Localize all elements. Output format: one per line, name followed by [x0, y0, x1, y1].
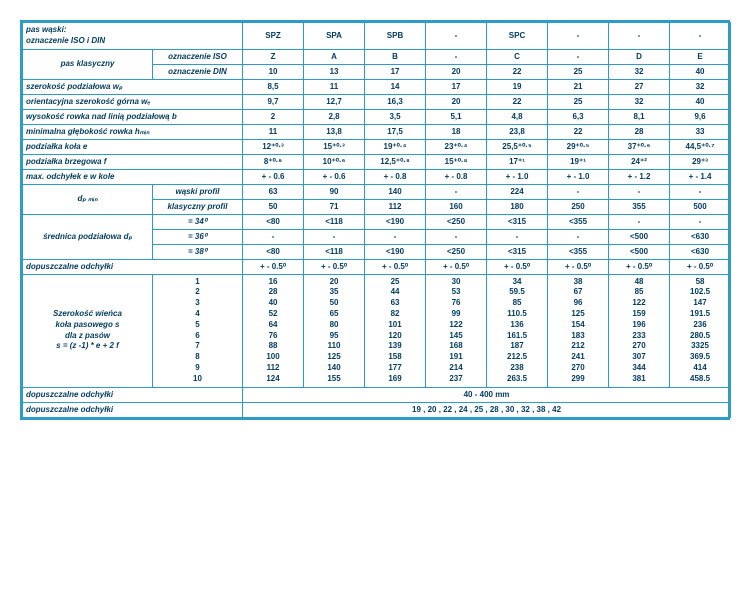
- row-tol2: dopuszczalne odchyłki 40 - 400 mm: [23, 387, 731, 402]
- row-e: podziałka koła e12⁺⁰·³15⁺⁰·³19⁺⁰·⁴23⁺⁰·⁴…: [23, 139, 731, 154]
- classic-iso-label: oznaczenie ISO: [153, 49, 243, 64]
- iso-spa: SPA: [304, 23, 365, 50]
- row-hmin: minimalna głębokość rowka hₘᵢₙ1113,817,5…: [23, 124, 731, 139]
- row-dpmin-narrow: dₚ ₘᵢₙ wąski profil 6390140-224---: [23, 184, 731, 199]
- belt-pulley-spec-table: pas wąski: oznaczenie ISO i DIN SPZ SPA …: [20, 20, 730, 420]
- header-iso-row: pas wąski: oznaczenie ISO i DIN SPZ SPA …: [23, 23, 731, 50]
- head-classic-label: pas klasyczny: [23, 49, 153, 79]
- dp-label: średnica podziałowa dₚ: [23, 214, 153, 259]
- classic-din-label: oznaczenie DIN: [153, 64, 243, 79]
- row-f: podziałka brzegowa f8⁺⁰·⁶10⁺⁰·⁶12,5⁺⁰·⁸1…: [23, 154, 731, 169]
- row-dp-34: średnica podziałowa dₚ = 34⁰ <80<118<190…: [23, 214, 731, 229]
- width-index: 12345678910: [153, 274, 243, 387]
- row-we: orientacyjna szerokość górna wₑ9,712,716…: [23, 94, 731, 109]
- row-tol3: dopuszczalne odchyłki 19 , 20 , 22 , 24 …: [23, 402, 731, 417]
- row-b: wysokość rowka nad linią podziałową b22,…: [23, 109, 731, 124]
- width-block-label: Szerokość wieńca koła pasowego s dla z p…: [23, 274, 153, 387]
- head-iso-label: pas wąski: oznaczenie ISO i DIN: [23, 23, 243, 50]
- dpmin-label: dₚ ₘᵢₙ: [23, 184, 153, 214]
- iso-spz: SPZ: [243, 23, 304, 50]
- iso-spc: SPC: [487, 23, 548, 50]
- row-width-block: Szerokość wieńca koła pasowego s dla z p…: [23, 274, 731, 387]
- row-tol1: dopuszczalne odchyłki + - 0.5⁰+ - 0.5⁰+ …: [23, 259, 731, 274]
- header-classic-iso-row: pas klasyczny oznaczenie ISO Z A B - C -…: [23, 49, 731, 64]
- row-max-e: max. odchyłek e w kole+ - 0.6+ - 0.6+ - …: [23, 169, 731, 184]
- row-wp: szerokość podziałowa wₚ8,511141719212732: [23, 79, 731, 94]
- iso-spb: SPB: [365, 23, 426, 50]
